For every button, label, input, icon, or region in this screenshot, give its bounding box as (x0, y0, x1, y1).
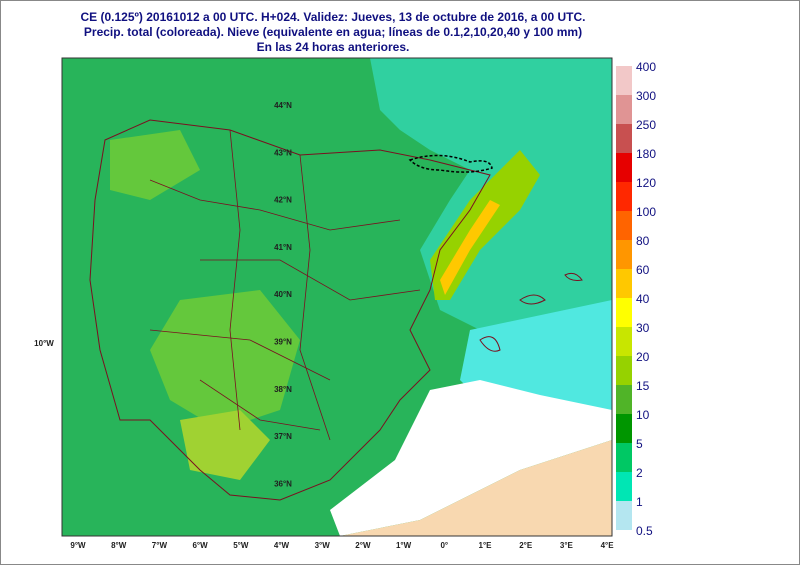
colorbar-label: 300 (636, 89, 656, 103)
lon-label: 0° (440, 541, 448, 550)
colorbar-label: 5 (636, 437, 643, 451)
colorbar-label: 15 (636, 379, 650, 393)
colorbar-bin (616, 501, 632, 530)
colorbar-label: 1 (636, 495, 643, 509)
colorbar-label: 10 (636, 408, 650, 422)
colorbar-bin (616, 298, 632, 327)
lon-label: 1°E (479, 541, 493, 550)
lon-label: 2°W (355, 541, 371, 550)
lon-label: 4°W (274, 541, 290, 550)
title-line: Precip. total (coloreada). Nieve (equiva… (84, 25, 582, 39)
colorbar-bin (616, 269, 632, 298)
africa (340, 440, 612, 536)
colorbar-label: 30 (636, 321, 650, 335)
colorbar-bin (616, 414, 632, 443)
title-line: CE (0.125º) 20161012 a 00 UTC. H+024. Va… (81, 10, 586, 24)
lat-label: 36°N (274, 479, 292, 488)
lon-label: 4°E (601, 541, 615, 550)
snow-contour (408, 154, 493, 173)
colorbar-label: 120 (636, 176, 656, 190)
lon-label: 8°W (111, 541, 127, 550)
colorbar-label: 180 (636, 147, 656, 161)
colorbar-label: 20 (636, 350, 650, 364)
borders (149, 129, 421, 441)
lat-label: 41°N (274, 243, 292, 252)
lon-label: 1°W (396, 541, 412, 550)
side-label: 10°W (34, 339, 54, 348)
lon-label: 7°W (152, 541, 168, 550)
colorbar-bin (616, 153, 632, 182)
colorbar-bin (616, 95, 632, 124)
lon-label: 9°W (70, 541, 86, 550)
title-line: En las 24 horas anteriores. (257, 40, 410, 54)
coastline (89, 119, 491, 501)
light-area (150, 290, 300, 430)
dry-area (330, 380, 612, 536)
lat-label: 44°N (274, 101, 292, 110)
map-border (61, 57, 613, 537)
islands (479, 272, 583, 352)
lat-label: 39°N (274, 338, 292, 347)
colorbar-label: 400 (636, 60, 656, 74)
colorbar-bin (616, 211, 632, 240)
lon-label: 2°E (519, 541, 533, 550)
colorbar-label: 100 (636, 205, 656, 219)
lon-label: 5°W (233, 541, 249, 550)
colorbar-label: 250 (636, 118, 656, 132)
map (61, 57, 613, 537)
colorbar-label: 60 (636, 263, 650, 277)
colorbar-label: 80 (636, 234, 650, 248)
colorbar-bin (616, 240, 632, 269)
colorbar-bin (616, 385, 632, 414)
colorbar-label: 40 (636, 292, 650, 306)
colorbar-label: 2 (636, 466, 643, 480)
colorbar-bin (616, 327, 632, 356)
lat-label: 42°N (274, 196, 292, 205)
colorbar-bin (616, 472, 632, 501)
colorbar-bin (616, 443, 632, 472)
lat-label: 37°N (274, 432, 292, 441)
colorbar-bin (616, 356, 632, 385)
lat-label: 43°N (274, 148, 292, 157)
colorbar-bin (616, 182, 632, 211)
lon-label: 3°W (315, 541, 331, 550)
light-area (110, 130, 200, 200)
light-area (180, 410, 270, 480)
lat-label: 38°N (274, 385, 292, 394)
colorbar-bin (616, 66, 632, 95)
lon-label: 3°E (560, 541, 574, 550)
colorbar-label: 0.5 (636, 524, 653, 538)
lat-label: 40°N (274, 290, 292, 299)
lon-label: 6°W (192, 541, 208, 550)
rain-core (440, 200, 500, 295)
colorbar-bin (616, 124, 632, 153)
